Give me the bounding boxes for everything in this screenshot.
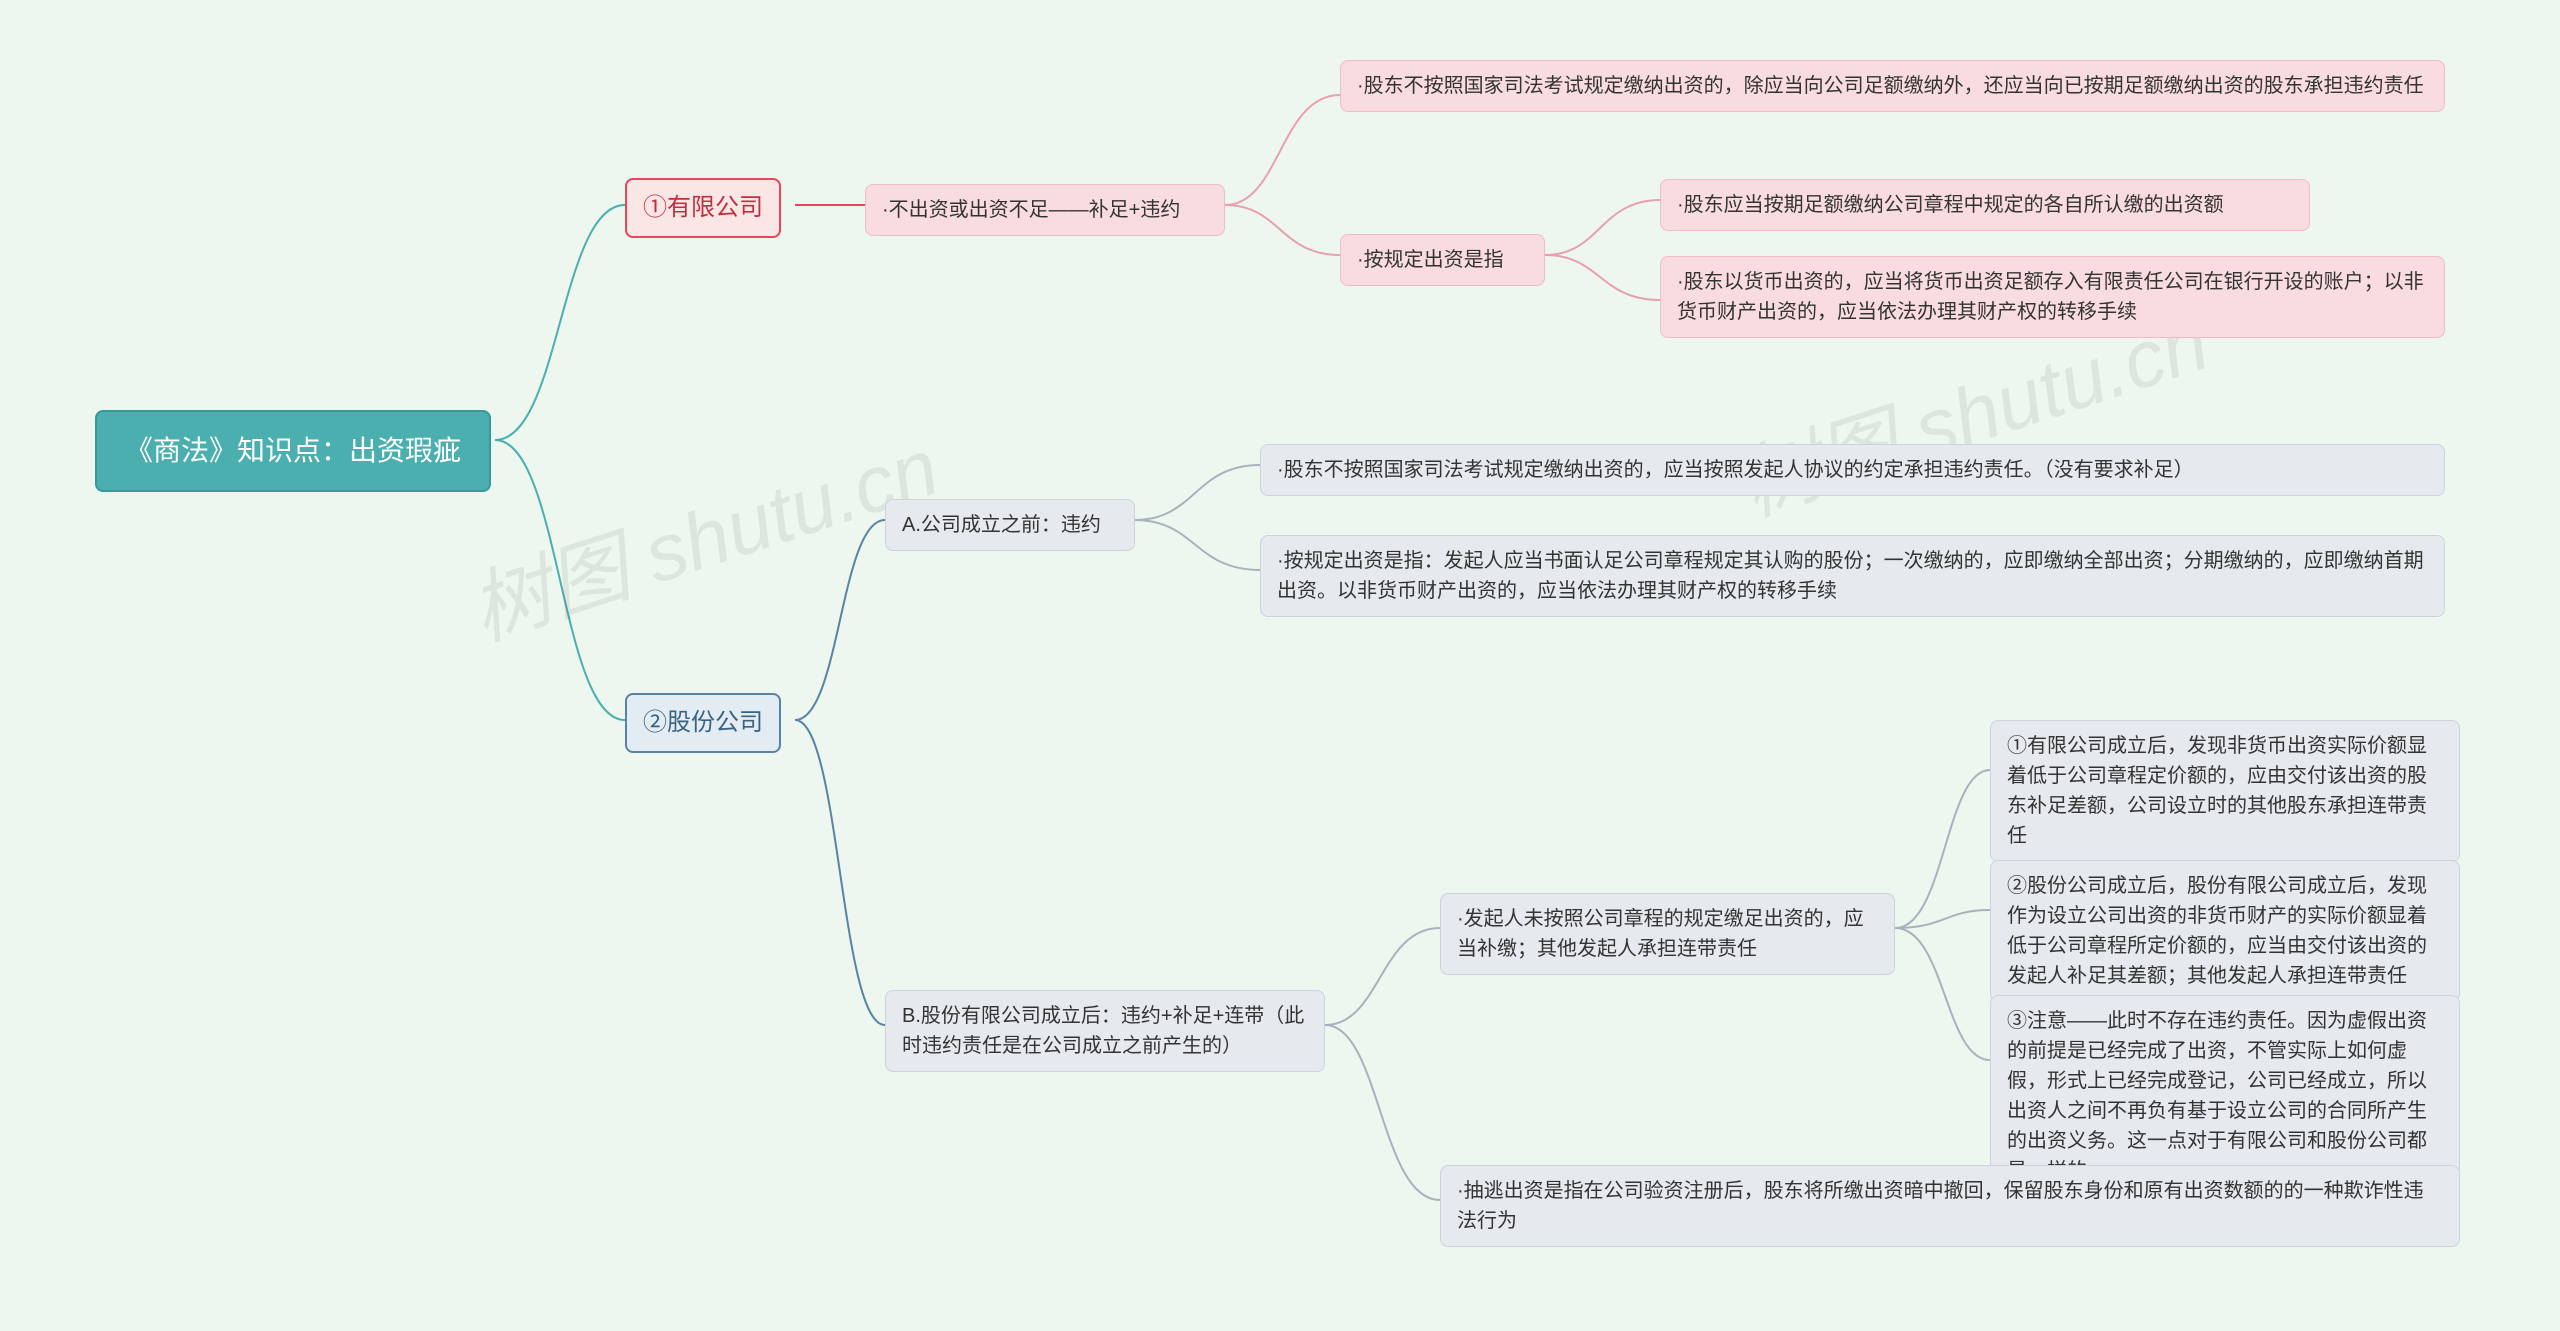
node-text: ②股份公司成立后，股份有限公司成立后，发现作为设立公司出资的非货币财产的实际价额…	[2007, 871, 2443, 991]
node-text: A.公司成立之前：违约	[902, 510, 1101, 540]
node-gray[interactable]: B.股份有限公司成立后：违约+补足+连带（此时违约责任是在公司成立之前产生的）	[885, 990, 1325, 1072]
node-text: ·按规定出资是指	[1357, 245, 1504, 275]
node-gray[interactable]: ·发起人未按照公司章程的规定缴足出资的，应当补缴；其他发起人承担连带责任	[1440, 893, 1895, 975]
node-text: ③注意——此时不存在违约责任。因为虚假出资的前提是已经完成了出资，不管实际上如何…	[2007, 1006, 2443, 1186]
node-pink[interactable]: ·按规定出资是指	[1340, 234, 1545, 286]
node-gray[interactable]: ·按规定出资是指：发起人应当书面认足公司章程规定其认购的股份；一次缴纳的，应即缴…	[1260, 535, 2445, 617]
node-pink[interactable]: ·股东不按照国家司法考试规定缴纳出资的，除应当向公司足额缴纳外，还应当向已按期足…	[1340, 60, 2445, 112]
branch-stock-company[interactable]: ②股份公司	[625, 693, 781, 753]
branch-label: ②股份公司	[643, 705, 763, 741]
node-text: ·股东以货币出资的，应当将货币出资足额存入有限责任公司在银行开设的账户；以非货币…	[1677, 267, 2428, 327]
node-text: ·股东不按照国家司法考试规定缴纳出资的，应当按照发起人协议的约定承担违约责任。（…	[1277, 455, 2194, 485]
node-gray[interactable]: ·抽逃出资是指在公司验资注册后，股东将所缴出资暗中撤回，保留股东身份和原有出资数…	[1440, 1165, 2460, 1247]
node-text: ·抽逃出资是指在公司验资注册后，股东将所缴出资暗中撤回，保留股东身份和原有出资数…	[1457, 1176, 2443, 1236]
node-gray[interactable]: A.公司成立之前：违约	[885, 499, 1135, 551]
branch-label: ①有限公司	[643, 190, 763, 226]
node-gray[interactable]: ①有限公司成立后，发现非货币出资实际价额显着低于公司章程定价额的，应由交付该出资…	[1990, 720, 2460, 862]
node-text: ①有限公司成立后，发现非货币出资实际价额显着低于公司章程定价额的，应由交付该出资…	[2007, 731, 2443, 851]
node-pink[interactable]: ·股东应当按期足额缴纳公司章程中规定的各自所认缴的出资额	[1660, 179, 2310, 231]
root-label: 《商法》知识点：出资瑕疵	[125, 430, 461, 472]
node-text: ·发起人未按照公司章程的规定缴足出资的，应当补缴；其他发起人承担连带责任	[1457, 904, 1878, 964]
branch-limited-company[interactable]: ①有限公司	[625, 178, 781, 238]
node-gray[interactable]: ·股东不按照国家司法考试规定缴纳出资的，应当按照发起人协议的约定承担违约责任。（…	[1260, 444, 2445, 496]
node-pink[interactable]: ·股东以货币出资的，应当将货币出资足额存入有限责任公司在银行开设的账户；以非货币…	[1660, 256, 2445, 338]
node-text: ·股东应当按期足额缴纳公司章程中规定的各自所认缴的出资额	[1677, 190, 2224, 220]
node-pink[interactable]: ·不出资或出资不足——补足+违约	[865, 184, 1225, 236]
node-text: ·不出资或出资不足——补足+违约	[882, 195, 1180, 225]
node-text: ·按规定出资是指：发起人应当书面认足公司章程规定其认购的股份；一次缴纳的，应即缴…	[1277, 546, 2428, 606]
node-text: ·股东不按照国家司法考试规定缴纳出资的，除应当向公司足额缴纳外，还应当向已按期足…	[1357, 71, 2424, 101]
root-node[interactable]: 《商法》知识点：出资瑕疵	[95, 410, 491, 492]
node-text: B.股份有限公司成立后：违约+补足+连带（此时违约责任是在公司成立之前产生的）	[902, 1001, 1308, 1061]
node-gray[interactable]: ②股份公司成立后，股份有限公司成立后，发现作为设立公司出资的非货币财产的实际价额…	[1990, 860, 2460, 1002]
